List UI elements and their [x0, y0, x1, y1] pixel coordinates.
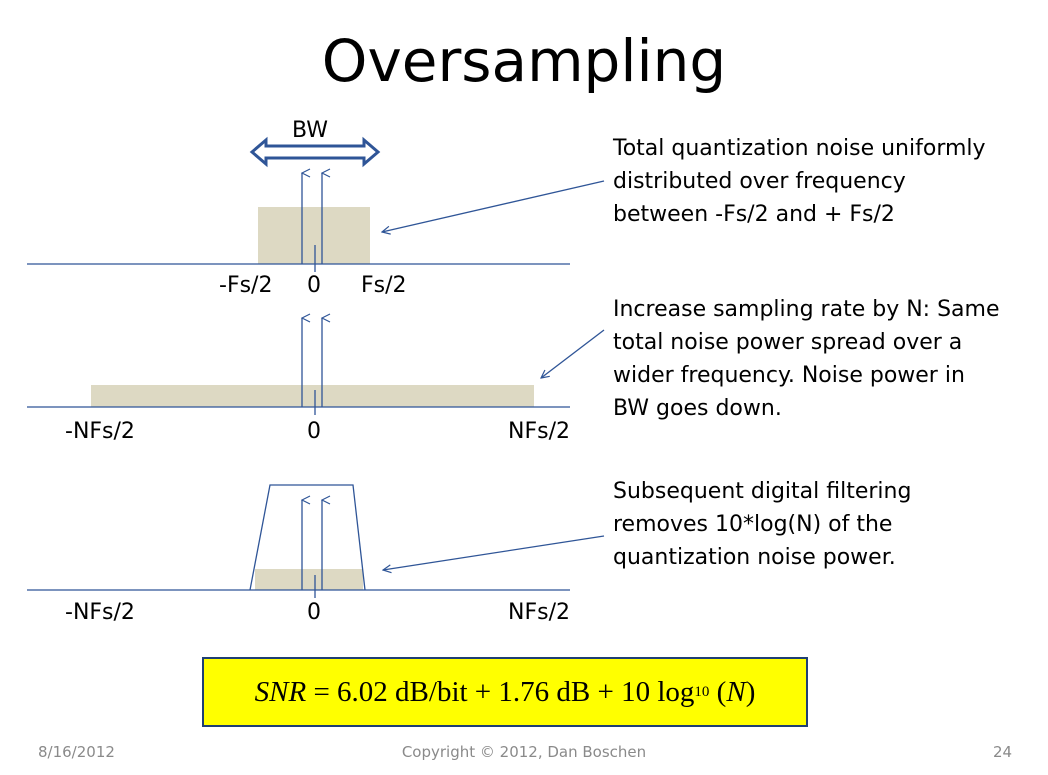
panel2-noise-band [91, 385, 534, 407]
formula-open-paren: ( [709, 675, 727, 708]
panel3-center-label: 0 [307, 600, 321, 625]
panel3-note: Subsequent digital filtering removes 10*… [613, 475, 1033, 574]
note-line: Increase sampling rate by N: Same [613, 297, 1000, 322]
panel3-graph [27, 484, 605, 598]
panel3-pointer-arrow [383, 535, 605, 570]
formula-terms: = 6.02 dB/bit + 1.76 dB + 10 log [306, 675, 695, 708]
panel3-filter-shape [249, 484, 366, 591]
slide-title: Oversampling [321, 27, 727, 95]
note-line: between -Fs/2 and + Fs/2 [613, 202, 895, 227]
footer-page-number: 24 [993, 743, 1013, 761]
panel1-center-label: 0 [307, 273, 321, 298]
footer-copyright: Copyright © 2012, Dan Boschen [401, 743, 647, 761]
panel2-note: Increase sampling rate by N: Same total … [613, 293, 1033, 425]
bw-double-arrow [249, 136, 381, 168]
formula-snr: SNR [254, 675, 307, 708]
panel1-note: Total quantization noise uniformly distr… [613, 132, 1033, 231]
bw-label: BW [292, 118, 329, 143]
note-line: Subsequent digital filtering [613, 479, 912, 504]
panel2-center-label: 0 [307, 419, 321, 444]
panel1-noise-band [258, 207, 370, 264]
note-line: quantization noise power. [613, 545, 896, 570]
panel3-noise-band [255, 569, 363, 590]
formula-n: N [726, 675, 746, 708]
formula-log-subscript: 10 [694, 683, 710, 700]
panel3-right-label: NFs/2 [508, 600, 570, 625]
note-line: Total quantization noise uniformly [613, 136, 986, 161]
note-line: total noise power spread over a [613, 330, 963, 355]
panel1-right-label: Fs/2 [361, 273, 407, 298]
panel1-pointer-arrow [382, 180, 605, 232]
note-line: distributed over frequency [613, 169, 906, 194]
snr-formula-box: SNR = 6.02 dB/bit + 1.76 dB + 10 log 10 (… [202, 657, 808, 727]
footer-date: 8/16/2012 [38, 743, 115, 761]
formula-close-paren: ) [745, 675, 756, 708]
panel2-graph [27, 318, 605, 415]
panel2-right-label: NFs/2 [508, 419, 570, 444]
panel1-graph [27, 173, 605, 272]
note-line: BW goes down. [613, 396, 782, 421]
panel1-left-label: -Fs/2 [219, 273, 273, 298]
note-line: wider frequency. Noise power in [613, 363, 965, 388]
note-line: removes 10*log(N) of the [613, 512, 893, 537]
panel3-left-label: -NFs/2 [65, 600, 135, 625]
panel2-pointer-arrow [541, 329, 605, 378]
panel2-left-label: -NFs/2 [65, 419, 135, 444]
